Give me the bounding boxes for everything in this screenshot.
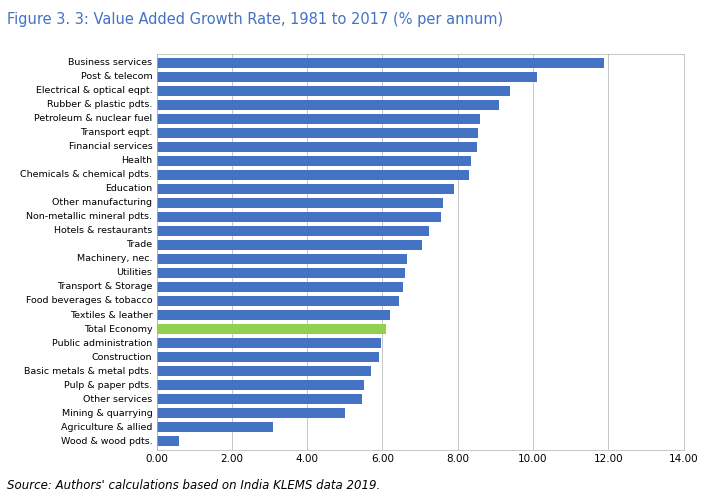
Bar: [157, 170, 469, 180]
Bar: [157, 422, 273, 432]
Bar: [157, 240, 422, 250]
Bar: [157, 282, 403, 292]
Bar: [157, 198, 443, 208]
Bar: [157, 324, 386, 334]
Bar: [157, 296, 399, 306]
Bar: [157, 394, 362, 404]
Bar: [157, 58, 604, 68]
Bar: [157, 436, 179, 446]
Bar: [157, 128, 478, 138]
Bar: [157, 366, 371, 376]
Bar: [157, 352, 379, 362]
Bar: [157, 338, 380, 348]
Bar: [157, 184, 454, 194]
Bar: [157, 254, 407, 264]
Bar: [157, 100, 499, 110]
Text: Source: Authors' calculations based on India KLEMS data 2019.: Source: Authors' calculations based on I…: [7, 479, 380, 492]
Bar: [157, 310, 390, 320]
Bar: [157, 156, 471, 166]
Text: Figure 3. 3: Value Added Growth Rate, 1981 to 2017 (% per annum): Figure 3. 3: Value Added Growth Rate, 19…: [7, 12, 503, 27]
Bar: [157, 72, 537, 82]
Bar: [157, 212, 441, 222]
Bar: [157, 114, 481, 124]
Bar: [157, 86, 511, 96]
Bar: [157, 226, 429, 236]
Bar: [157, 142, 476, 152]
Bar: [157, 380, 364, 390]
Bar: [157, 268, 405, 278]
Bar: [157, 408, 345, 418]
